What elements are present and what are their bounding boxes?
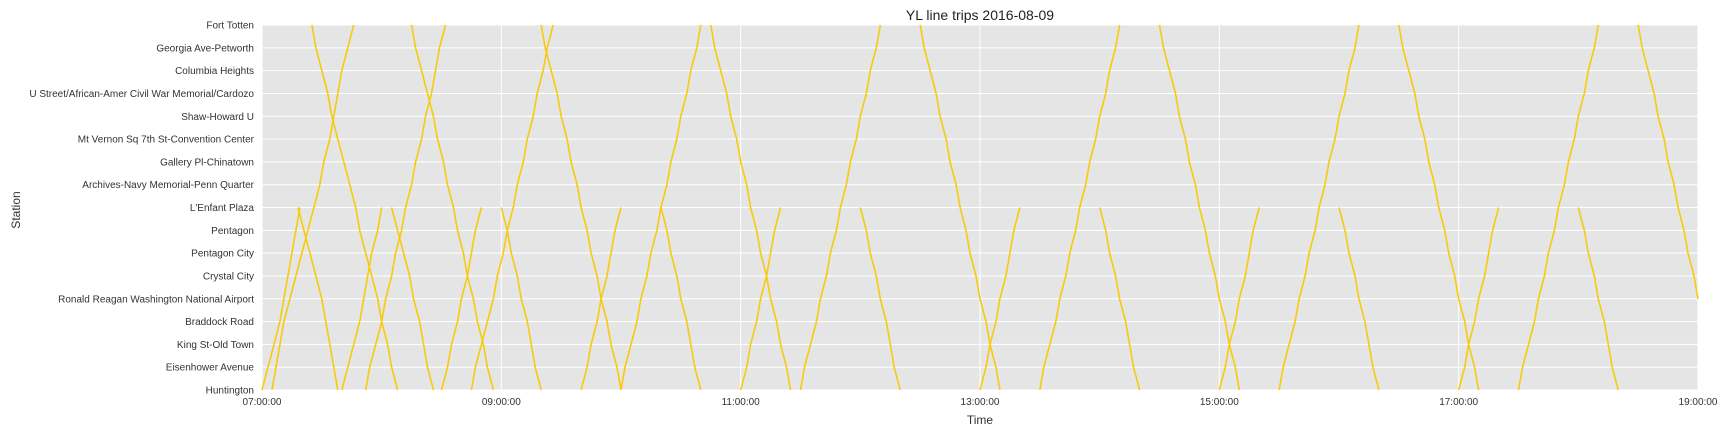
y-tick-label: Ronald Reagan Washington National Airpor… (58, 294, 254, 305)
trip-line (297, 207, 339, 391)
trip-line (1098, 207, 1141, 391)
y-tick-label: Eisenhower Avenue (166, 363, 255, 374)
y-tick-label: Archives-Navy Memorial-Penn Quarter (82, 180, 254, 191)
trip-line (410, 24, 495, 391)
trip-line (1637, 24, 1699, 299)
trip-line (470, 24, 554, 391)
trip-line (739, 207, 782, 391)
trip-line (799, 24, 882, 391)
y-tick-label: Shaw-Howard U (181, 112, 254, 123)
x-tick-layer: 07:00:00 09:00:00 11:00:00 13:00:00 15:00:00… (243, 397, 1718, 408)
trip-line (1218, 207, 1260, 391)
y-tick-label: Crystal City (203, 271, 254, 282)
y-tick-label: Gallery Pl-Chinatown (160, 157, 254, 168)
y-tick-label: Columbia Heights (175, 66, 254, 77)
y-axis-label: Station (9, 191, 23, 228)
y-tick-label: Pentagon City (191, 249, 254, 260)
y-tick-label: Mt Vernon Sq 7th St-Convention Center (78, 135, 255, 146)
trip-line (271, 24, 355, 391)
trip-line (580, 207, 622, 391)
y-tick-label: Braddock Road (185, 317, 254, 328)
trip-line (979, 207, 1021, 391)
y-tick-label: U Street/African-Amer Civil War Memorial… (29, 89, 254, 100)
y-tick-label: King St-Old Town (177, 340, 254, 351)
trip-line (1398, 24, 1480, 391)
x-tick-label: 13:00:00 (961, 397, 1000, 408)
x-tick-label: 17:00:00 (1439, 397, 1478, 408)
x-tick-label: 15:00:00 (1200, 397, 1239, 408)
y-tick-label: Pentagon (211, 226, 254, 237)
trip-line (1457, 207, 1500, 391)
x-tick-label: 07:00:00 (243, 397, 282, 408)
y-tick-layer: Huntington Eisenhower Avenue King St-Old T… (29, 21, 254, 397)
trip-line (859, 207, 901, 391)
x-tick-label: 19:00:00 (1679, 397, 1718, 408)
trip-line (341, 207, 383, 391)
y-tick-label: L'Enfant Plaza (190, 203, 255, 214)
trip-line (390, 207, 435, 391)
trip-line (919, 24, 1001, 391)
trip-line (500, 207, 542, 391)
series-layer (261, 24, 1699, 391)
trip-line (311, 24, 399, 391)
y-tick-label: Georgia Ave-Petworth (156, 43, 254, 54)
trip-line (261, 207, 301, 391)
trip-line (1577, 207, 1619, 391)
x-axis-label: Time (967, 413, 994, 427)
trip-line (540, 24, 622, 391)
trip-line (440, 207, 483, 391)
chart-title: YL line trips 2016-08-09 (906, 7, 1054, 23)
trip-line (1338, 207, 1380, 391)
trip-line (364, 24, 447, 391)
trip-line (1517, 24, 1600, 391)
trip-line (660, 207, 702, 391)
x-tick-label: 11:00:00 (722, 397, 761, 408)
trip-line (1278, 24, 1360, 391)
x-tick-label: 09:00:00 (482, 397, 521, 408)
trip-line (1158, 24, 1241, 391)
trip-line (710, 24, 792, 391)
y-tick-label: Huntington (206, 386, 254, 397)
trip-line (1039, 24, 1121, 391)
y-tick-label: Fort Totten (206, 21, 254, 32)
